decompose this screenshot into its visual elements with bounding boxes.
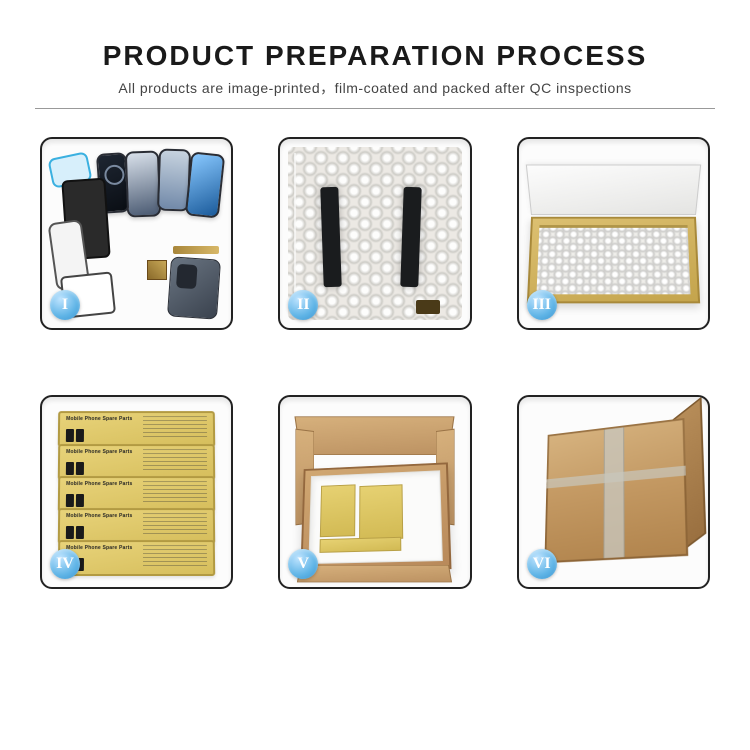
step-badge-5: V <box>288 549 318 579</box>
sparebox-label: Mobile Phone Spare Parts <box>66 416 132 422</box>
step-cell-5: V <box>278 395 471 588</box>
header: PRODUCT PREPARATION PROCESS All products… <box>35 40 715 109</box>
sparebox-label: Mobile Phone Spare Parts <box>66 449 132 455</box>
step-cell-1: I <box>40 137 233 330</box>
page-subtitle: All products are image-printed，film-coat… <box>35 78 715 108</box>
page-title: PRODUCT PREPARATION PROCESS <box>35 40 715 72</box>
header-divider <box>35 108 715 109</box>
step-badge-6: VI <box>527 549 557 579</box>
step-cell-3: III <box>517 137 710 330</box>
step-cell-2: II <box>278 137 471 330</box>
step-cell-6: VI <box>517 395 710 588</box>
sparebox-label: Mobile Phone Spare Parts <box>66 513 132 519</box>
process-grid: I II III Mobile Phone Spare Parts Mobile… <box>35 137 715 589</box>
sparebox-label: Mobile Phone Spare Parts <box>66 481 132 487</box>
sparebox-label: Mobile Phone Spare Parts <box>66 545 132 551</box>
step-badge-3: III <box>527 290 557 320</box>
step-cell-4: Mobile Phone Spare Parts Mobile Phone Sp… <box>40 395 233 588</box>
step-badge-4: IV <box>50 549 80 579</box>
